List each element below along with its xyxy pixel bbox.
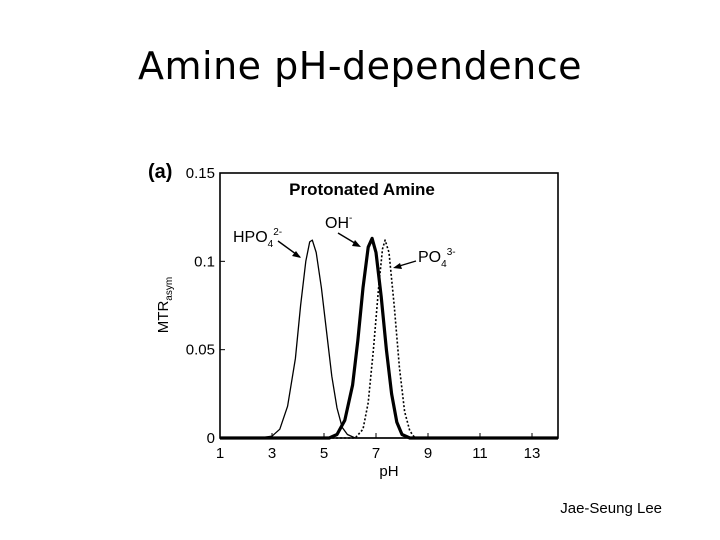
annotation-hpo4-base: HPO: [233, 229, 268, 246]
x-tick-label: 3: [268, 445, 276, 462]
x-tick-label: 5: [320, 445, 328, 462]
y-axis-label-main: MTR: [155, 301, 172, 334]
y-tick-label: 0.15: [186, 165, 215, 182]
y-tick-label: 0.1: [194, 253, 215, 270]
annotation-hpo4-sup: 2-: [273, 227, 282, 238]
svg-text:HPO42-: HPO42-: [233, 227, 282, 250]
chart: (a) 1 3 5 7 9 11 13 00.050.10.15 Protonated Am…: [148, 161, 559, 480]
chart-title: Protonated Amine: [289, 180, 435, 199]
x-axis-label: pH: [379, 463, 398, 480]
annotation-po4-base: PO: [418, 249, 441, 266]
annotation-hpo4-arrowhead: [292, 251, 301, 258]
x-tick-label: 13: [524, 445, 541, 462]
svg-text:OH-: OH-: [325, 213, 352, 232]
series-line-3: [220, 239, 558, 439]
annotation-po4-arrowhead: [393, 263, 402, 269]
annotation-oh-base: OH: [325, 215, 349, 232]
slide-title: Amine pH-dependence: [138, 44, 582, 88]
annotation-oh: OH-: [325, 213, 352, 232]
series-line-1: [220, 239, 558, 439]
annotation-po4: PO43-: [418, 247, 456, 270]
y-tick-label: 0: [207, 430, 215, 447]
series-layer: [220, 236, 558, 440]
annotation-hpo4-sub: 4: [268, 239, 274, 250]
plot-frame: [219, 172, 559, 439]
x-tick-label: 9: [424, 445, 432, 462]
author-credit: Jae-Seung Lee: [560, 500, 662, 517]
y-axis-label-sub: asym: [164, 277, 175, 301]
x-tick-label: 7: [372, 445, 380, 462]
y-axis-label: MTRasym: [155, 277, 175, 333]
y-tick-label: 0.05: [186, 342, 215, 359]
series-line-2: [220, 236, 558, 440]
x-tick-label: 1: [216, 445, 224, 462]
panel-label: (a): [148, 161, 172, 183]
x-ticks: 1 3 5 7 9 11 13: [216, 433, 541, 462]
x-tick-label: 11: [472, 445, 488, 462]
annotation-po4-sup: 3-: [447, 247, 456, 258]
y-ticks: 0 0.05 0.1 0.15: [186, 165, 225, 447]
annotation-hpo4: HPO42-: [233, 227, 282, 250]
annotation-oh-sup: -: [349, 213, 352, 224]
annotation-po4-sub: 4: [441, 259, 447, 270]
svg-text:PO43-: PO43-: [418, 247, 456, 270]
annotation-oh-arrowhead: [352, 240, 361, 247]
